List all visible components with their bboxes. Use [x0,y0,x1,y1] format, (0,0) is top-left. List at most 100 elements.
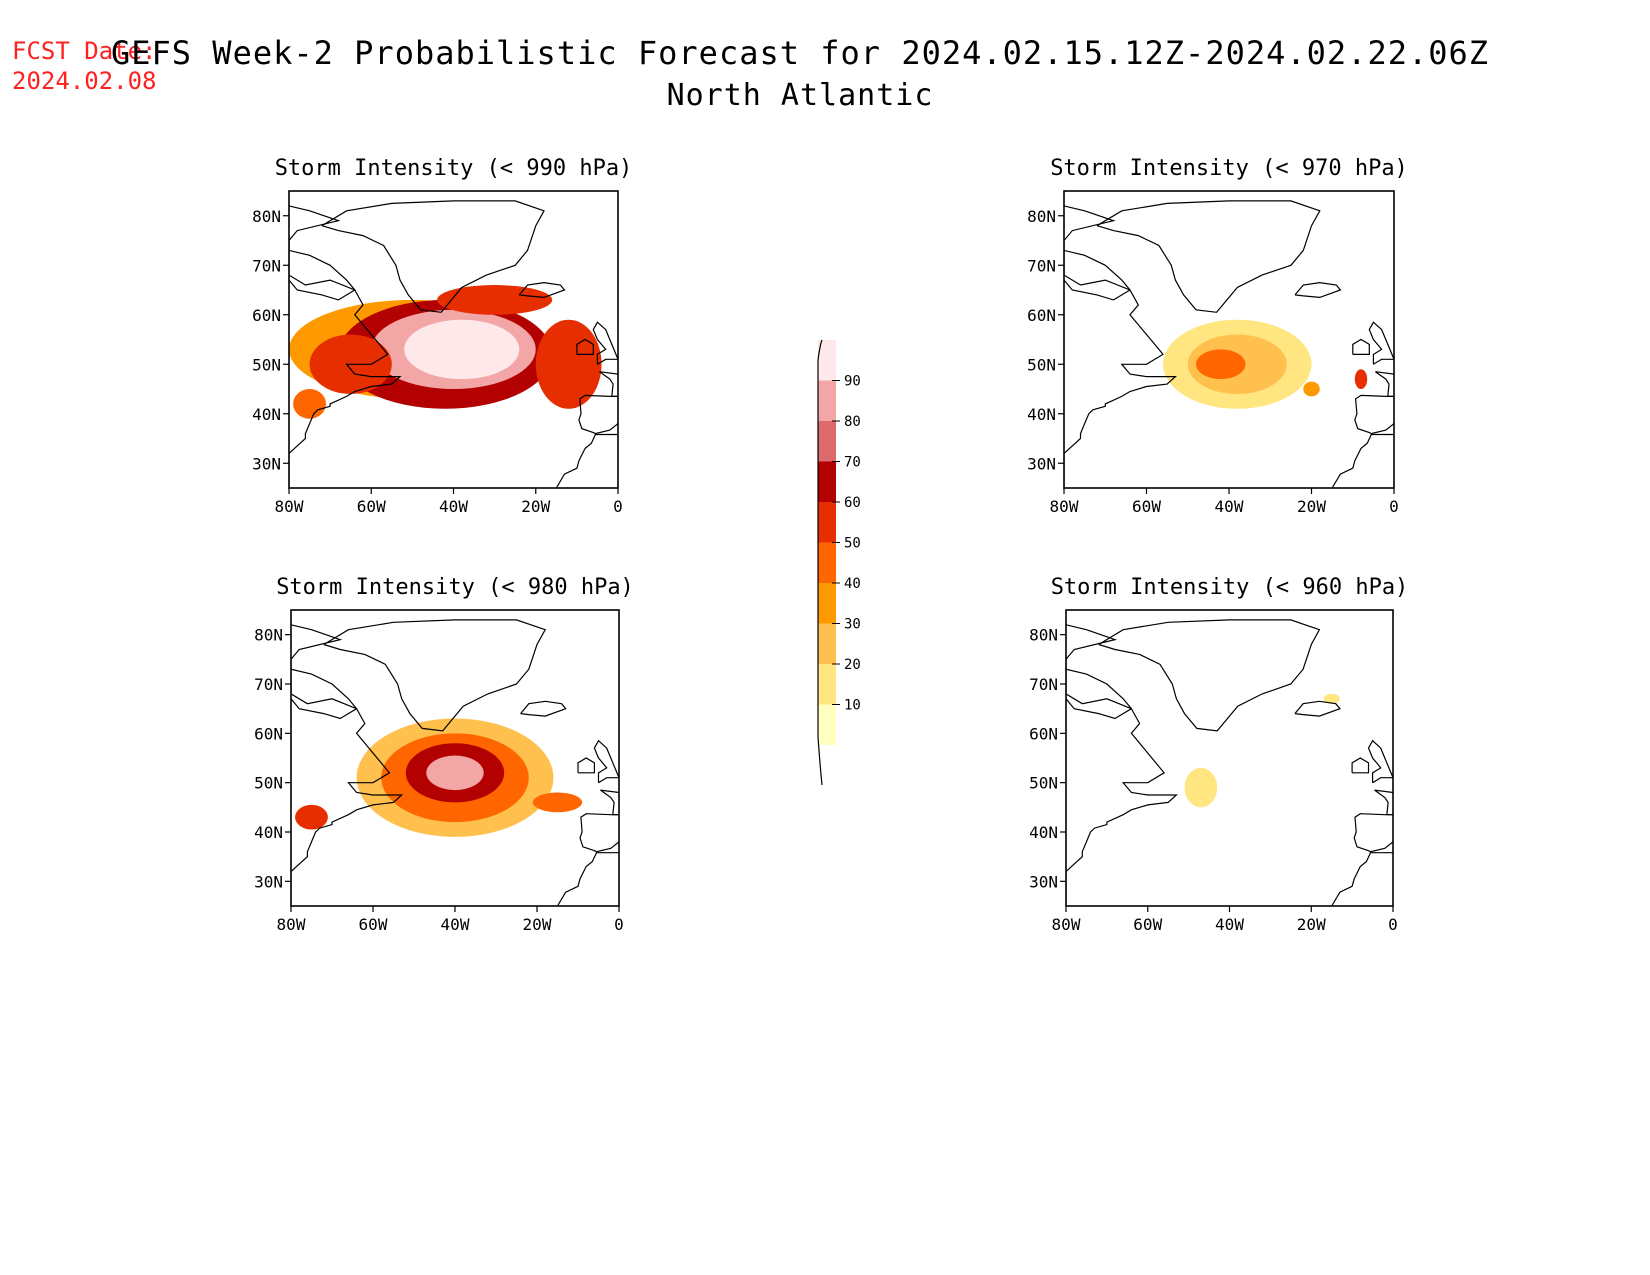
x-tick-label: 40W [1215,915,1244,934]
probability-blob [1196,349,1246,380]
probability-blob [535,319,602,409]
x-tick-label: 80W [277,915,306,934]
colorbar-label: 90 [844,374,861,390]
y-tick-label: 80N [254,626,283,645]
coastline [289,249,356,301]
y-tick-label: 60N [252,306,281,325]
y-tick-label: 70N [1027,256,1056,275]
colorbar-segment [818,623,836,664]
colorbar-label: 50 [844,536,861,552]
y-tick-label: 70N [254,675,283,694]
panel-title: Storm Intensity (< 980 hPa) [276,575,634,600]
colorbar: 10 20 30 40 50 60 70 80 90 [817,339,861,786]
colorbar-segment [818,583,836,624]
coastlines [1066,619,1393,906]
coastline [592,321,618,365]
fcst-label: FCST Date: [12,37,157,65]
colorbar-segment [818,380,836,421]
forecast-date: FCST Date: 2024.02.08 [12,36,157,96]
probability-blob [426,755,484,791]
coastline [291,624,404,906]
y-tick-label: 50N [254,774,283,793]
colorbar-label: 10 [844,698,861,714]
x-tick-label: 80W [1052,915,1081,934]
coastline [520,700,567,717]
coastline [1294,700,1341,717]
coastline [1331,433,1394,488]
coastline [600,789,619,816]
panel-title: Storm Intensity (< 960 hPa) [1051,575,1409,600]
colorbar-segment [818,664,836,705]
y-tick-label: 40N [252,405,281,424]
coastline [1352,338,1370,355]
x-tick-label: 80W [1050,497,1079,516]
colorbar-label: 70 [844,455,861,471]
y-tick-label: 30N [254,872,283,891]
colorbar-label: 20 [844,657,861,673]
x-tick-label: 60W [359,915,388,934]
coastline [1096,200,1321,313]
colorbar-segment [818,421,836,462]
x-tick-label: 40W [441,915,470,934]
coastline [291,668,358,720]
coastline [289,205,402,488]
coastline [579,813,619,853]
probability-blob [1323,693,1340,704]
map-frame [1065,609,1394,907]
fcst-date: 2024.02.08 [12,67,157,95]
probability-blob [1303,381,1320,397]
coastline [1374,789,1393,816]
coastline [1294,281,1342,299]
y-tick-label: 60N [1027,306,1056,325]
colorbar-segment [818,502,836,543]
coastline [1353,813,1393,853]
y-tick-label: 60N [1029,724,1058,743]
colorbar-segment [818,542,836,583]
coastline [556,852,619,906]
x-tick-label: 0 [1388,915,1398,934]
map-panel-3: Storm Intensity (< 980 hPa) 80N 70N 60N 50N 4… [254,575,634,934]
x-tick-label: 20W [523,915,552,934]
y-tick-label: 80N [252,207,281,226]
probability-blob [404,319,520,380]
colorbar-segment [818,340,836,381]
y-tick-label: 50N [1027,355,1056,374]
x-tick-label: 80W [275,497,304,516]
colorbar-segment [818,461,836,502]
x-tick-label: 20W [1297,497,1326,516]
coastline [576,338,594,355]
x-tick-label: 0 [1389,497,1399,516]
y-tick-label: 30N [1027,454,1056,473]
colorbar-segment [818,704,836,745]
coastline [1368,321,1394,365]
colorbar-label: 30 [844,617,861,633]
coastline [555,433,618,488]
probability-blob [295,804,328,830]
coastline [518,281,566,299]
coastline [1331,852,1393,906]
y-tick-label: 80N [1029,626,1058,645]
coastline [1367,739,1393,784]
page-subtitle: North Atlantic [666,78,934,113]
y-tick-label: 70N [252,256,281,275]
y-tick-label: 50N [1029,774,1058,793]
colorbar-label: 40 [844,576,861,592]
probability-blob [1184,767,1218,808]
coastline [577,757,595,774]
y-tick-label: 80N [1027,207,1056,226]
panel-title: Storm Intensity (< 990 hPa) [275,156,633,181]
coastline [1064,249,1131,301]
colorbar-label: 80 [844,414,861,430]
coastline [1066,668,1133,720]
coastline [1098,619,1321,732]
page-title: GEFS Week-2 Probabilistic Forecast for 2… [110,34,1490,72]
x-tick-label: 60W [1132,497,1161,516]
x-tick-label: 60W [357,497,386,516]
probability-blob [293,389,327,419]
coastline [578,394,618,435]
map-panel-2: Storm Intensity (< 970 hPa) 80N 70N 60N 50N 4… [1027,156,1408,516]
coastlines [289,200,618,488]
probability-field [1163,319,1368,409]
probability-blob [532,792,583,813]
